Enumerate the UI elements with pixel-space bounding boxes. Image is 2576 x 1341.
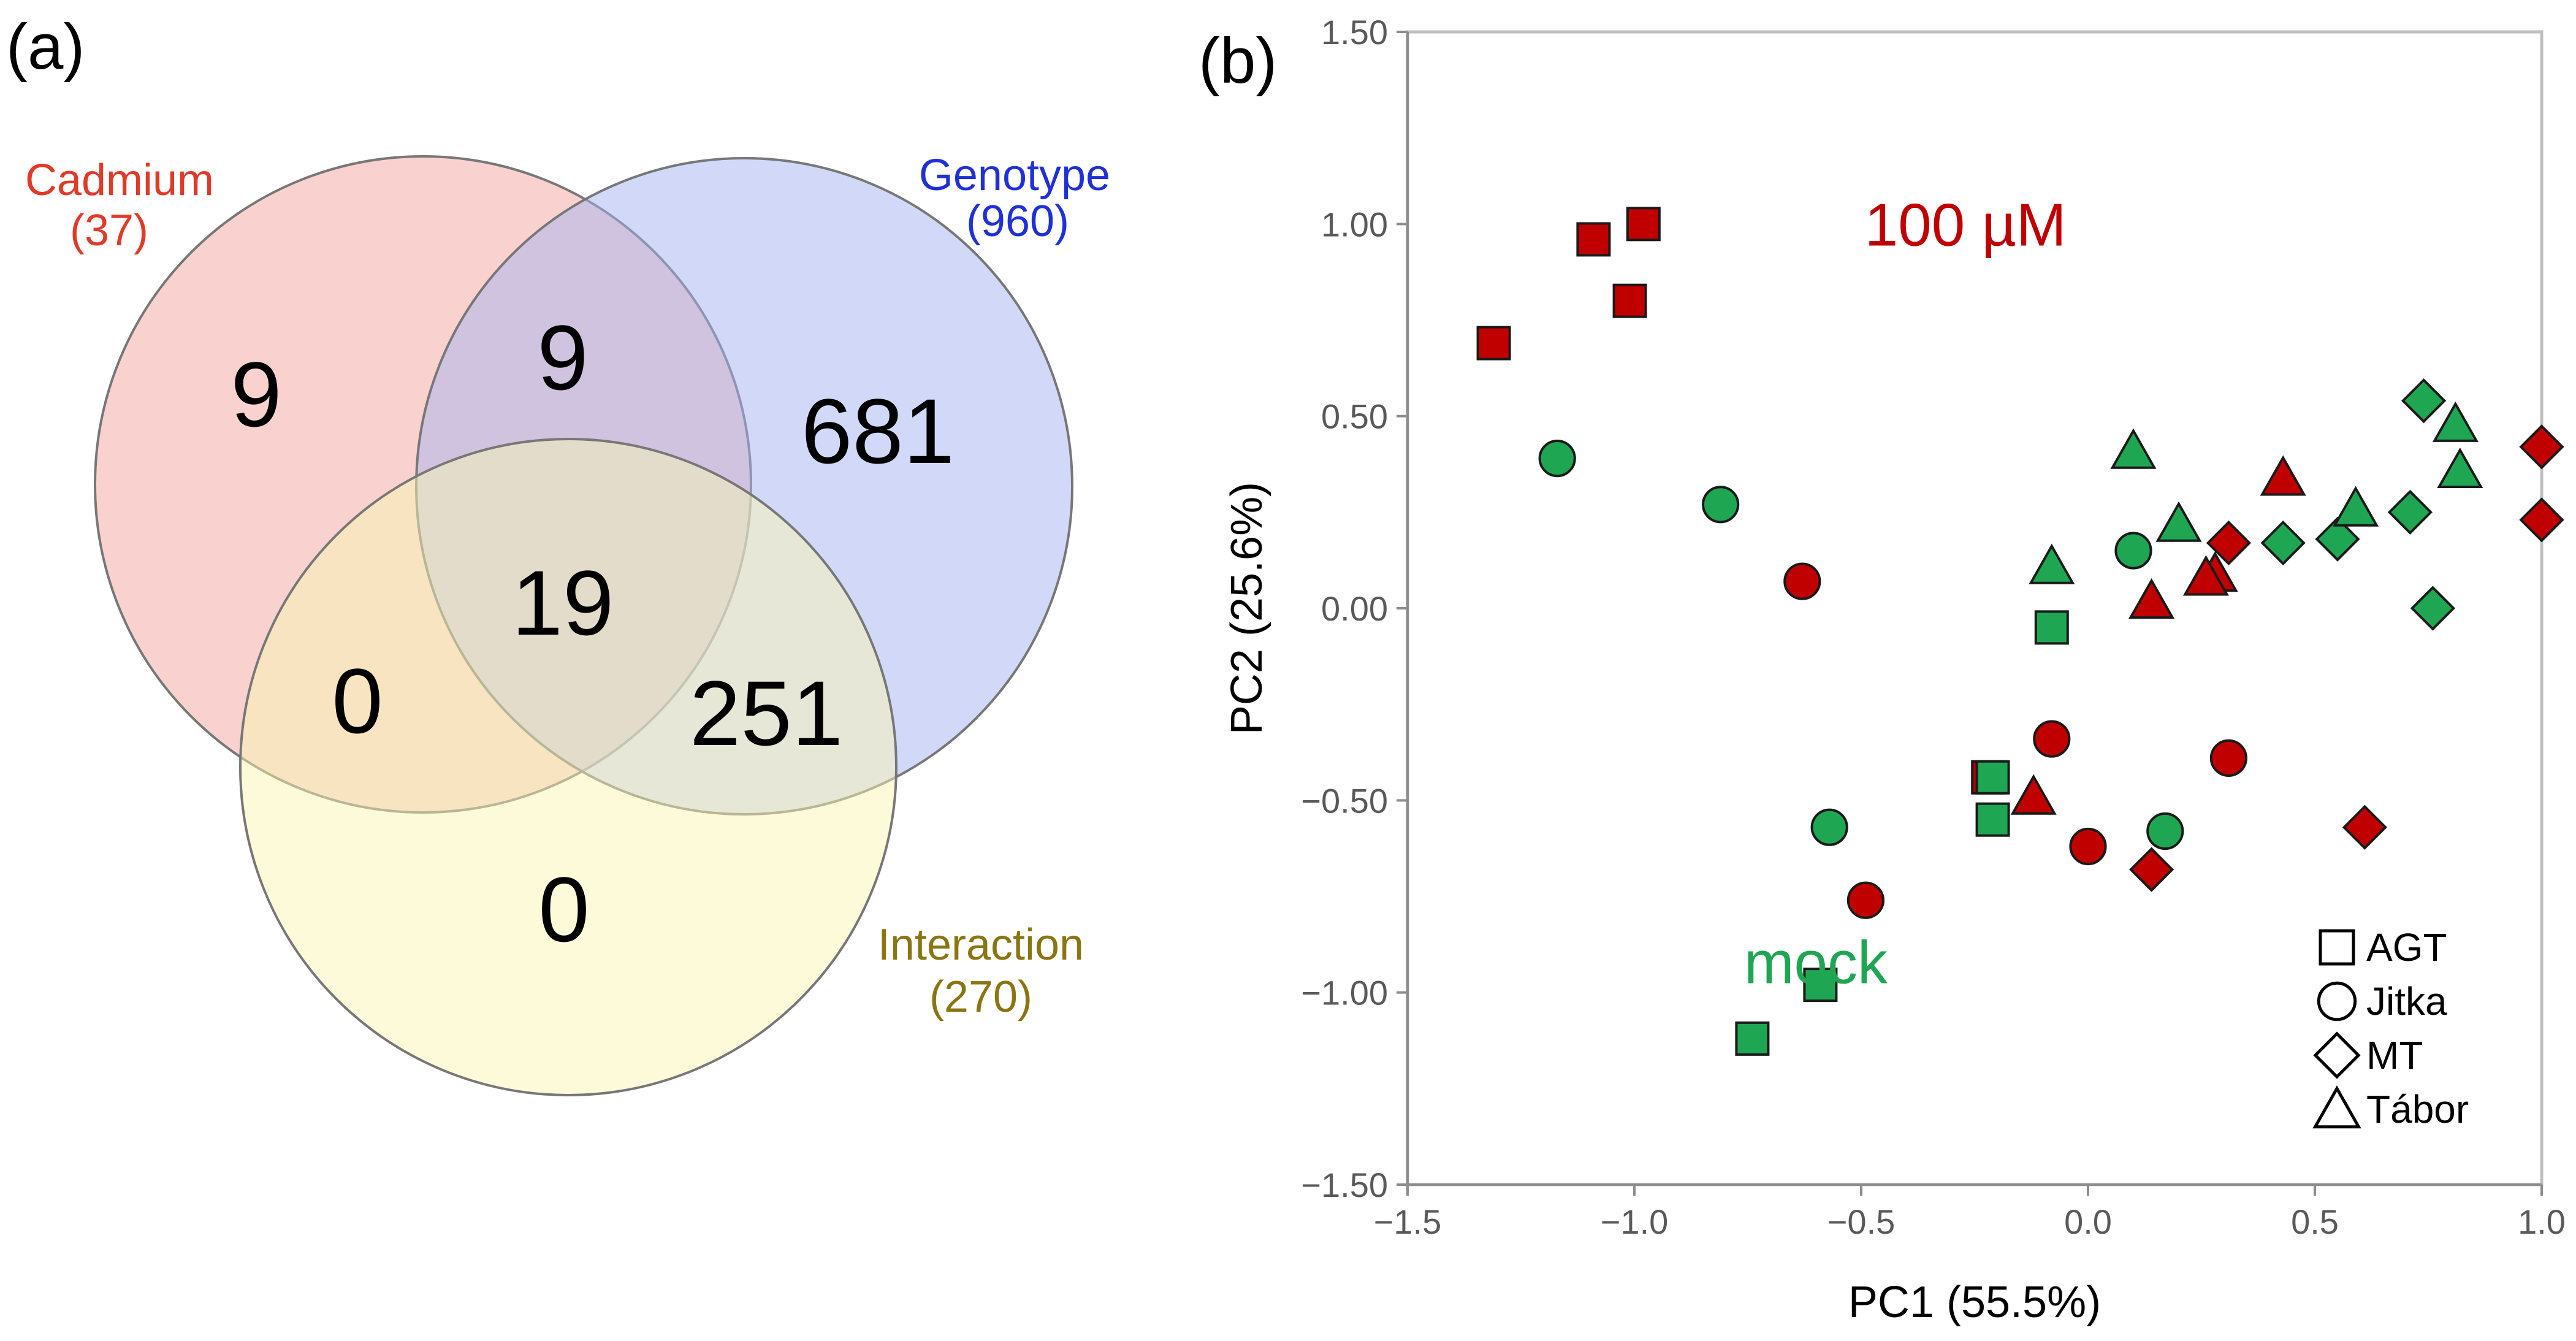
y-axis-label: PC2 (25.6%) xyxy=(1222,482,1271,735)
x-tick-label: −0.5 xyxy=(1827,1202,1896,1241)
x-tick-label: −1.5 xyxy=(1374,1202,1442,1241)
venn-region-genotype-only: 681 xyxy=(801,380,955,483)
pca-scatter-plot: 1.50 1.00 0.50 0.00 −0.50 −1.00 −1.50−1.5 −1.0 −… xyxy=(1222,13,2566,1327)
data-point-circle xyxy=(1846,881,1884,919)
data-point-square xyxy=(2034,610,2069,645)
data-point-circle xyxy=(1783,562,1821,600)
venn-set-name-genotype: Genotype xyxy=(919,151,1110,200)
data-point-diamond xyxy=(2260,520,2306,566)
annotation-100um: 100 µM xyxy=(1865,191,2067,258)
x-tick-label: −1.0 xyxy=(1601,1202,1669,1241)
data-point-circle xyxy=(1702,486,1740,524)
venn-region-all-three: 19 xyxy=(512,551,614,654)
x-tick-label: 0.5 xyxy=(2291,1202,2339,1241)
venn-circle-interaction xyxy=(239,438,897,1096)
data-point-triangle xyxy=(2010,774,2057,815)
y-tick-label: 0.50 xyxy=(1321,397,1388,436)
data-point-circle xyxy=(2033,720,2071,758)
annotation-mock: mock xyxy=(1744,929,1888,996)
x-tick-label: 1.0 xyxy=(2518,1202,2566,1241)
data-point-diamond xyxy=(2401,378,2447,424)
data-point-diamond xyxy=(2206,520,2252,566)
venn-region-cadmium-only: 9 xyxy=(231,343,281,446)
legend-label: AGT xyxy=(2366,925,2447,969)
venn-set-count-cadmium: (37) xyxy=(70,206,148,255)
data-points xyxy=(1476,207,2564,1056)
data-point-circle xyxy=(2114,532,2152,570)
data-point-square xyxy=(1735,1021,1770,1056)
venn-region-cadmium-genotype: 9 xyxy=(537,306,588,409)
data-point-square xyxy=(1626,207,1661,242)
data-point-triangle xyxy=(2333,486,2379,527)
venn-set-name-interaction: Interaction xyxy=(878,920,1084,969)
venn-region-interaction-only: 0 xyxy=(538,858,589,961)
data-point-circle xyxy=(2069,827,2107,866)
legend-label: Jitka xyxy=(2366,979,2447,1023)
data-point-square xyxy=(1975,760,2010,795)
legend-marker-square xyxy=(2319,929,2355,966)
data-point-circle xyxy=(1538,440,1576,478)
data-point-diamond xyxy=(2315,516,2360,562)
x-tick-label: 0.0 xyxy=(2064,1202,2112,1241)
y-tick-label: 0.00 xyxy=(1321,589,1388,628)
legend-label: Tábor xyxy=(2366,1087,2469,1131)
legend-label: MT xyxy=(2366,1033,2423,1077)
venn-region-cadmium-interaction: 0 xyxy=(332,649,383,752)
data-point-triangle xyxy=(2182,555,2229,596)
venn-diagram: Cadmium (37) Genotype (960) Interaction … xyxy=(25,151,1110,1096)
data-point-circle xyxy=(2146,812,2184,850)
y-tick-label: −1.50 xyxy=(1301,1166,1388,1204)
data-point-triangle xyxy=(2260,455,2306,496)
data-point-square xyxy=(1476,326,1511,361)
data-point-circle xyxy=(1810,808,1848,846)
y-tick-label: −1.00 xyxy=(1301,974,1388,1012)
data-point-square xyxy=(1803,968,1838,1003)
legend: AGT Jitka MT Tábor xyxy=(2312,925,2469,1131)
data-point-diamond xyxy=(2519,424,2564,470)
venn-region-genotype-interaction: 251 xyxy=(690,662,843,765)
panel-b-label: (b) xyxy=(1198,25,1277,97)
data-point-circle xyxy=(2209,739,2247,777)
data-point-triangle xyxy=(2029,543,2075,584)
x-axis-label: PC1 (55.5%) xyxy=(1848,1278,2101,1327)
legend-marker-circle xyxy=(2317,981,2357,1022)
data-point-triangle xyxy=(2110,428,2157,469)
venn-set-count-interaction: (270) xyxy=(929,972,1032,1022)
data-point-diamond xyxy=(2387,489,2433,535)
data-point-diamond xyxy=(2519,497,2564,543)
venn-set-name-cadmium: Cadmium xyxy=(25,156,214,205)
data-point-diamond xyxy=(2342,804,2388,850)
data-point-triangle xyxy=(2437,447,2483,489)
data-point-square xyxy=(1975,802,2010,837)
data-point-square xyxy=(1576,222,1611,257)
y-tick-label: −0.50 xyxy=(1301,781,1388,820)
axis-ticks: 1.50 1.00 0.50 0.00 −0.50 −1.00 −1.50−1.5 −1.0 −… xyxy=(1301,13,2566,1241)
data-point-square xyxy=(1612,283,1647,318)
y-tick-label: 1.00 xyxy=(1321,205,1388,243)
venn-set-count-genotype: (960) xyxy=(966,197,1069,246)
panel-a-label: (a) xyxy=(6,11,85,83)
legend-marker-triangle xyxy=(2312,1085,2361,1129)
legend-marker-diamond xyxy=(2313,1031,2361,1079)
data-point-triangle xyxy=(2432,401,2479,442)
data-point-diamond xyxy=(2410,586,2456,631)
y-tick-label: 1.50 xyxy=(1321,13,1388,52)
data-point-triangle xyxy=(2128,578,2175,619)
data-point-triangle xyxy=(2155,501,2202,542)
data-point-diamond xyxy=(2128,847,2174,892)
